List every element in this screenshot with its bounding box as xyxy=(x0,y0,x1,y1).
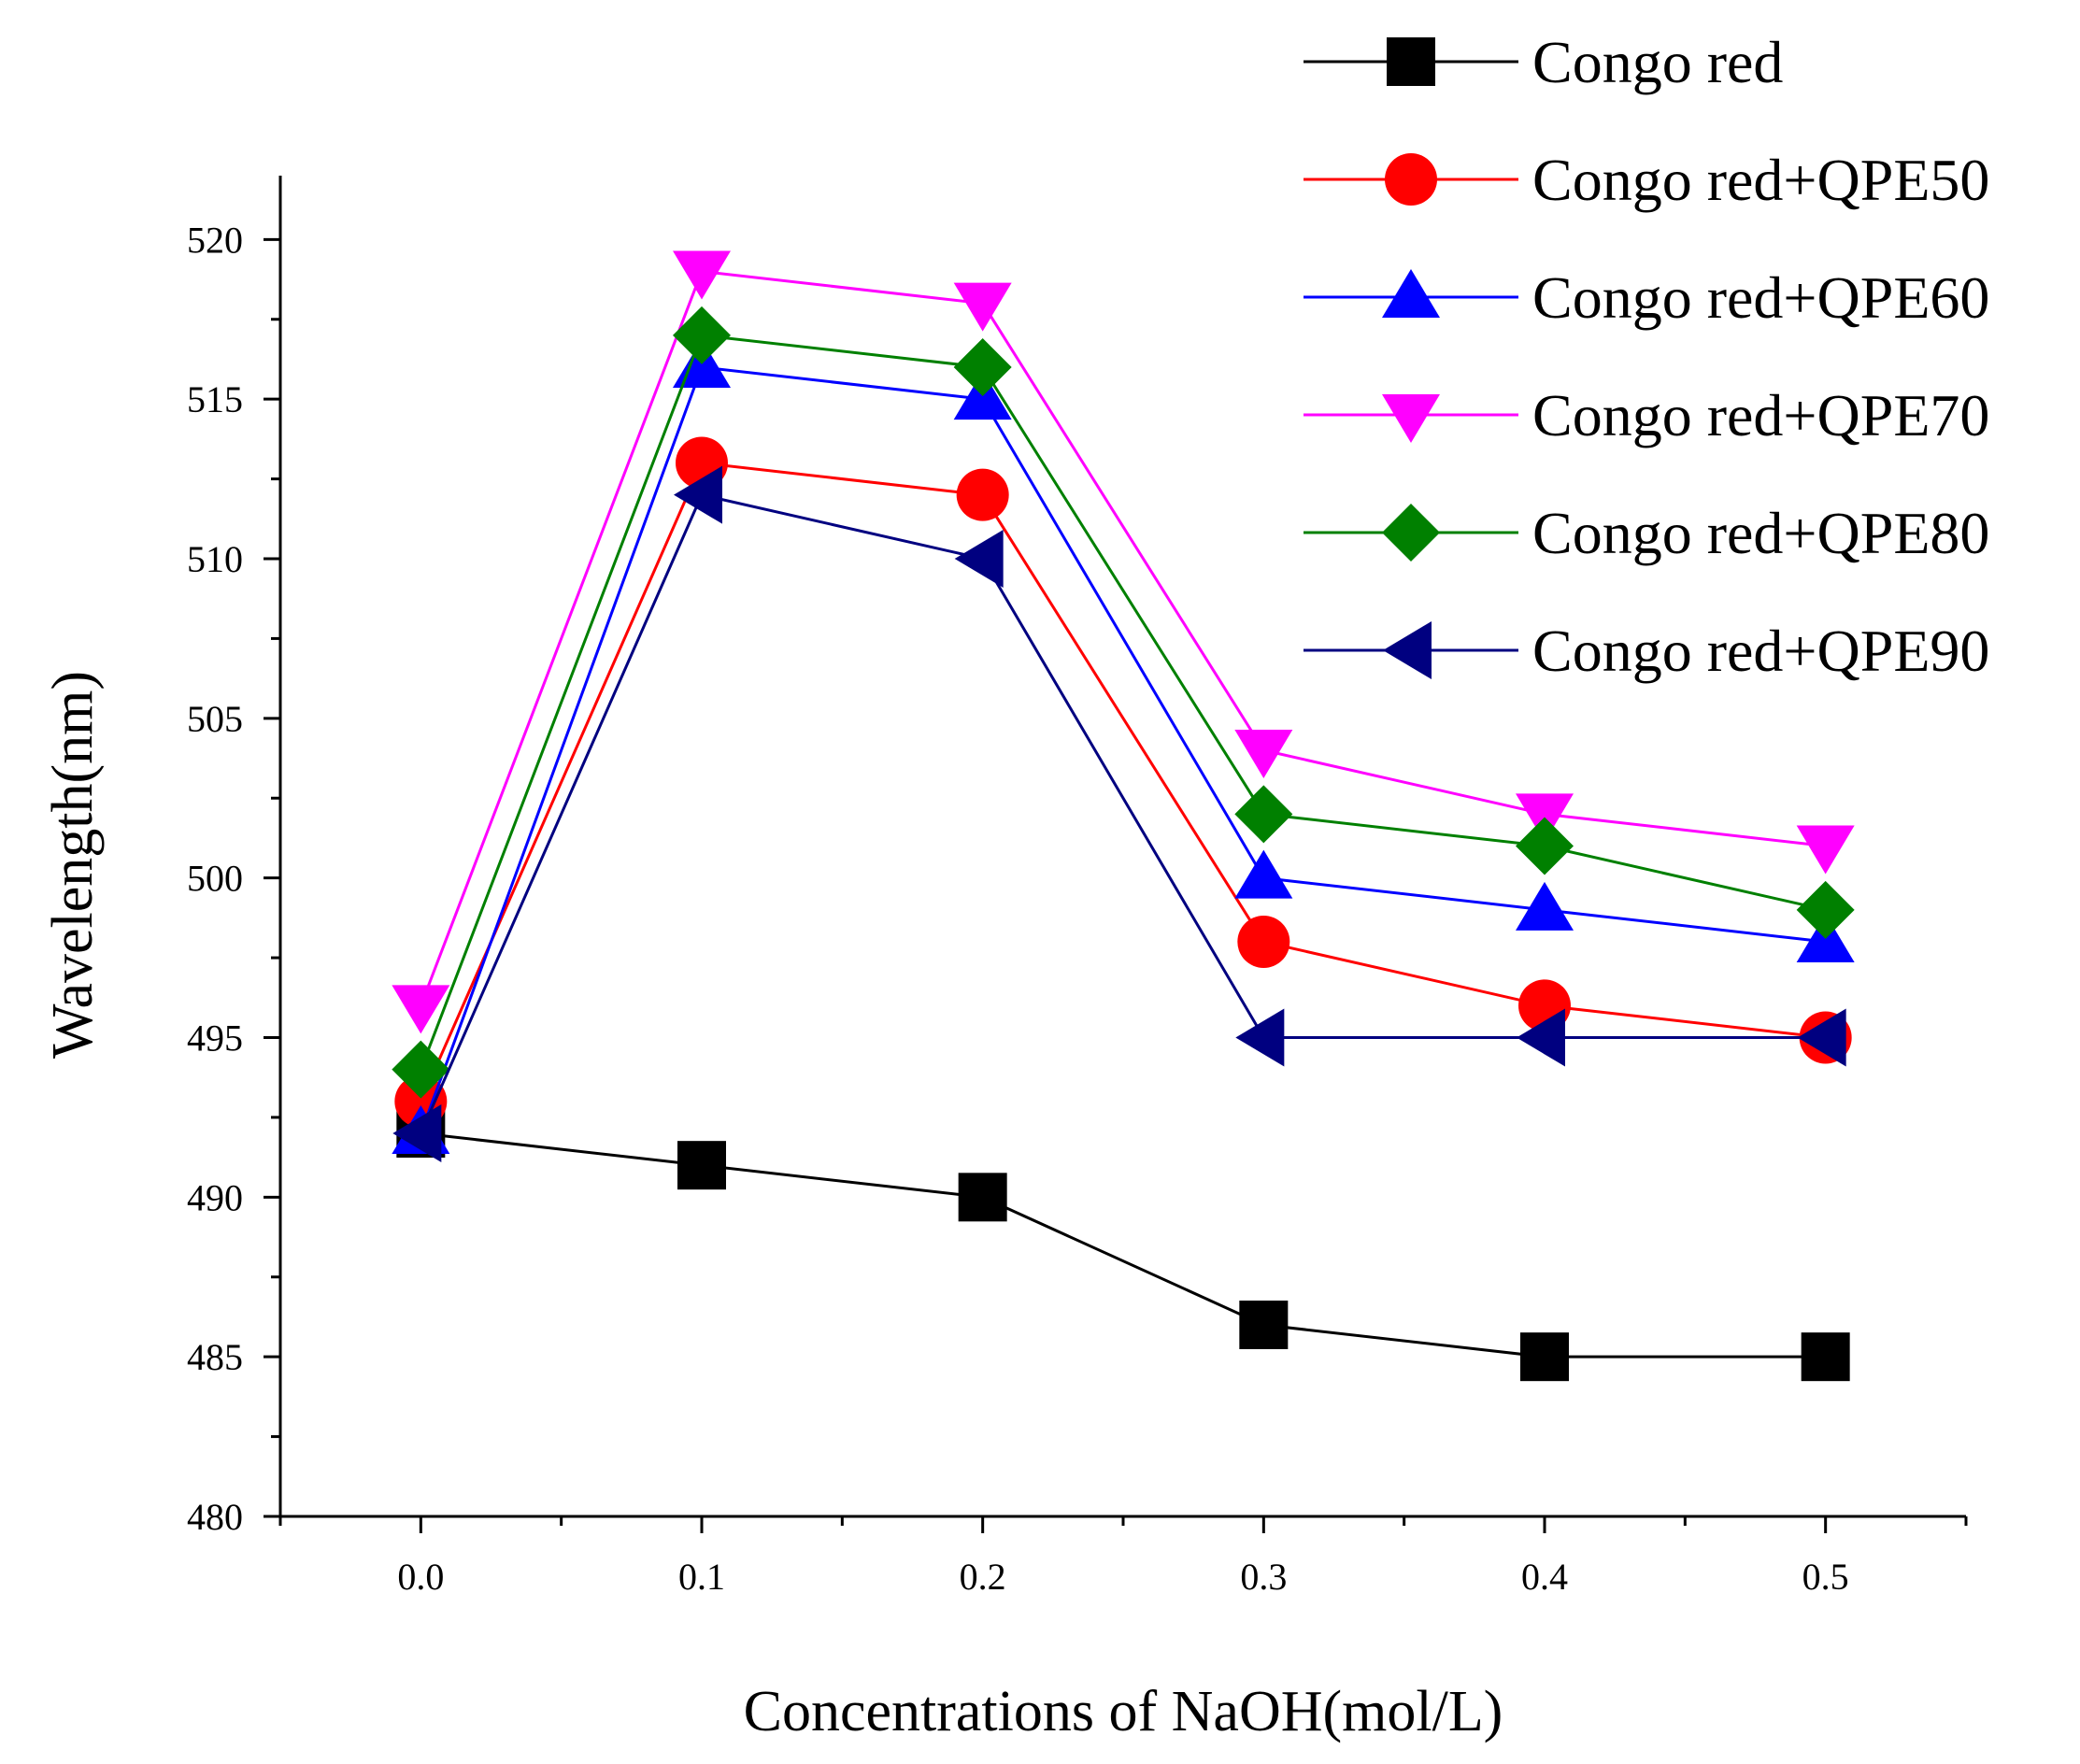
legend-item-0: Congo red xyxy=(1304,29,1783,95)
series-line-4 xyxy=(419,334,1826,1071)
y-tick-label-515: 515 xyxy=(187,378,243,420)
legend-label-1: Congo red+QPE50 xyxy=(1532,147,1989,213)
data-point xyxy=(954,530,1004,588)
legend-item-1: Congo red+QPE50 xyxy=(1304,147,1989,213)
data-point xyxy=(392,1104,442,1162)
legend-marker xyxy=(1387,37,1435,86)
series-5 xyxy=(392,465,1846,1162)
y-axis-title: Wavelength(nm) xyxy=(41,671,105,1059)
legend: Congo red Congo red+QPE50 Congo red+QPE60 C… xyxy=(1304,29,1989,684)
data-point xyxy=(1796,880,1855,939)
series-line-0 xyxy=(420,1131,1826,1359)
series-layer xyxy=(392,250,1855,1382)
data-point xyxy=(673,250,731,300)
data-point xyxy=(1239,1301,1289,1349)
y-tick-label-505: 505 xyxy=(187,698,243,740)
series-0 xyxy=(396,1109,1850,1382)
y-tick-label-485: 485 xyxy=(187,1336,243,1378)
legend-marker xyxy=(1383,621,1432,679)
data-point xyxy=(674,465,722,524)
data-point xyxy=(956,468,1009,521)
legend-label-4: Congo red+QPE80 xyxy=(1532,500,1989,566)
x-axis-title: Concentrations of NaOH(mol/L) xyxy=(744,1680,1503,1743)
legend-marker xyxy=(1382,394,1440,443)
data-point xyxy=(1516,817,1574,875)
legend-marker xyxy=(1385,153,1437,206)
series-1 xyxy=(394,436,1852,1128)
data-point xyxy=(677,1141,726,1190)
y-tick-label-500: 500 xyxy=(187,858,243,900)
series-line-3 xyxy=(419,269,1826,1006)
data-point xyxy=(1237,916,1290,968)
data-point xyxy=(673,306,731,364)
legend-item-2: Congo red+QPE60 xyxy=(1304,264,1989,331)
legend-label-3: Congo red+QPE70 xyxy=(1532,382,1989,448)
data-point xyxy=(958,1173,1007,1222)
data-point xyxy=(1801,1332,1850,1382)
data-point xyxy=(1796,825,1855,875)
y-tick-label-495: 495 xyxy=(187,1017,243,1060)
legend-marker xyxy=(1382,504,1440,562)
legend-marker xyxy=(1382,269,1440,318)
data-point xyxy=(1520,1332,1569,1382)
x-tick-label-0.4: 0.4 xyxy=(1521,1556,1568,1598)
y-tick-label-510: 510 xyxy=(187,538,243,580)
x-tick-label-0.3: 0.3 xyxy=(1240,1556,1287,1598)
data-point xyxy=(1235,1008,1285,1067)
series-line-1 xyxy=(419,461,1826,1102)
y-tick-label-520: 520 xyxy=(187,219,243,261)
legend-item-3: Congo red+QPE70 xyxy=(1304,382,1989,448)
data-point xyxy=(953,338,1012,396)
data-point xyxy=(392,985,450,1034)
legend-label-2: Congo red+QPE60 xyxy=(1532,264,1989,331)
legend-label-5: Congo red+QPE90 xyxy=(1532,618,1989,684)
y-tick-label-480: 480 xyxy=(187,1496,243,1538)
data-point xyxy=(1234,730,1293,778)
data-point xyxy=(1234,785,1293,844)
series-2 xyxy=(392,339,1855,1154)
series-line-5 xyxy=(419,492,1826,1134)
series-4 xyxy=(392,306,1855,1099)
data-point xyxy=(1797,1008,1846,1067)
x-tick-label-0.5: 0.5 xyxy=(1802,1556,1849,1598)
data-point xyxy=(953,282,1012,332)
x-tick-label-0.1: 0.1 xyxy=(678,1556,725,1598)
data-point xyxy=(1517,1008,1565,1067)
y-tick-label-490: 490 xyxy=(187,1176,243,1218)
series-line-2 xyxy=(419,365,1826,1134)
x-tick-label-0.0: 0.0 xyxy=(397,1556,444,1598)
legend-label-0: Congo red xyxy=(1532,29,1783,95)
data-point xyxy=(392,1040,450,1099)
legend-item-5: Congo red+QPE90 xyxy=(1304,618,1989,684)
legend-item-4: Congo red+QPE80 xyxy=(1304,500,1989,566)
x-tick-label-0.2: 0.2 xyxy=(960,1556,1006,1598)
axes: 480 485 490 495 500 505 510 515 520 0.0 0.1 0.2 0.3 0… xyxy=(187,176,1968,1598)
data-point xyxy=(1234,849,1293,899)
data-point xyxy=(1516,881,1574,931)
